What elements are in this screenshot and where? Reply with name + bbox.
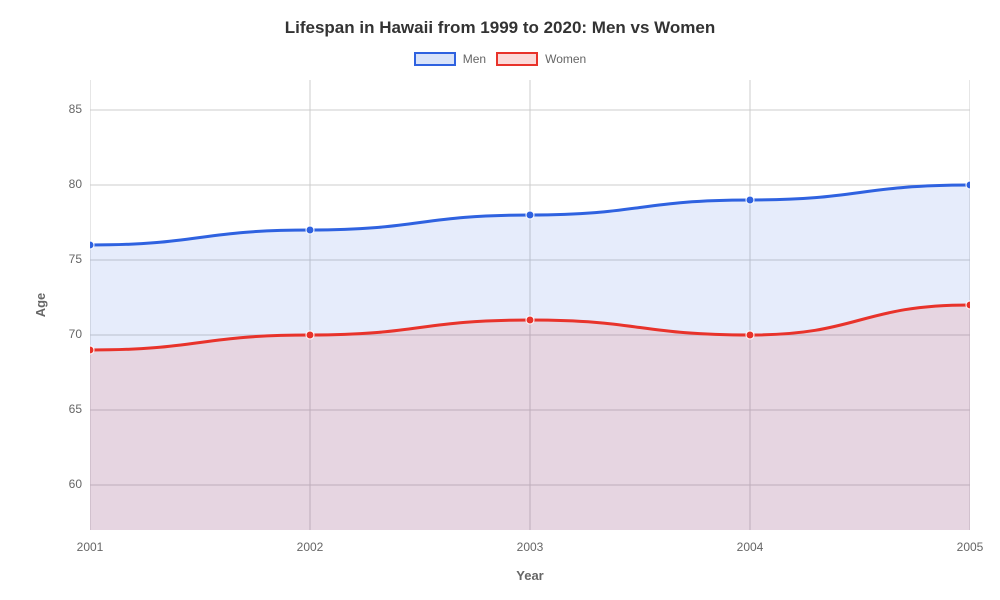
legend-label-women: Women bbox=[545, 52, 586, 66]
x-axis-label: Year bbox=[516, 568, 543, 583]
legend-swatch-men bbox=[414, 52, 456, 66]
y-tick-label: 75 bbox=[52, 252, 82, 266]
x-tick-label: 2001 bbox=[77, 540, 104, 554]
y-tick-label: 60 bbox=[52, 477, 82, 491]
legend: Men Women bbox=[0, 52, 1000, 66]
chart-container: Lifespan in Hawaii from 1999 to 2020: Me… bbox=[0, 0, 1000, 600]
legend-swatch-women bbox=[496, 52, 538, 66]
x-tick-label: 2003 bbox=[517, 540, 544, 554]
y-axis-label: Age bbox=[33, 293, 48, 318]
plot-area bbox=[90, 80, 970, 530]
x-tick-label: 2005 bbox=[957, 540, 984, 554]
x-tick-label: 2002 bbox=[297, 540, 324, 554]
legend-label-men: Men bbox=[463, 52, 486, 66]
y-tick-label: 65 bbox=[52, 402, 82, 416]
x-tick-label: 2004 bbox=[737, 540, 764, 554]
legend-item-men[interactable]: Men bbox=[414, 52, 486, 66]
y-tick-label: 70 bbox=[52, 327, 82, 341]
legend-item-women[interactable]: Women bbox=[496, 52, 586, 66]
y-tick-label: 85 bbox=[52, 102, 82, 116]
y-tick-label: 80 bbox=[52, 177, 82, 191]
chart-title: Lifespan in Hawaii from 1999 to 2020: Me… bbox=[0, 18, 1000, 38]
